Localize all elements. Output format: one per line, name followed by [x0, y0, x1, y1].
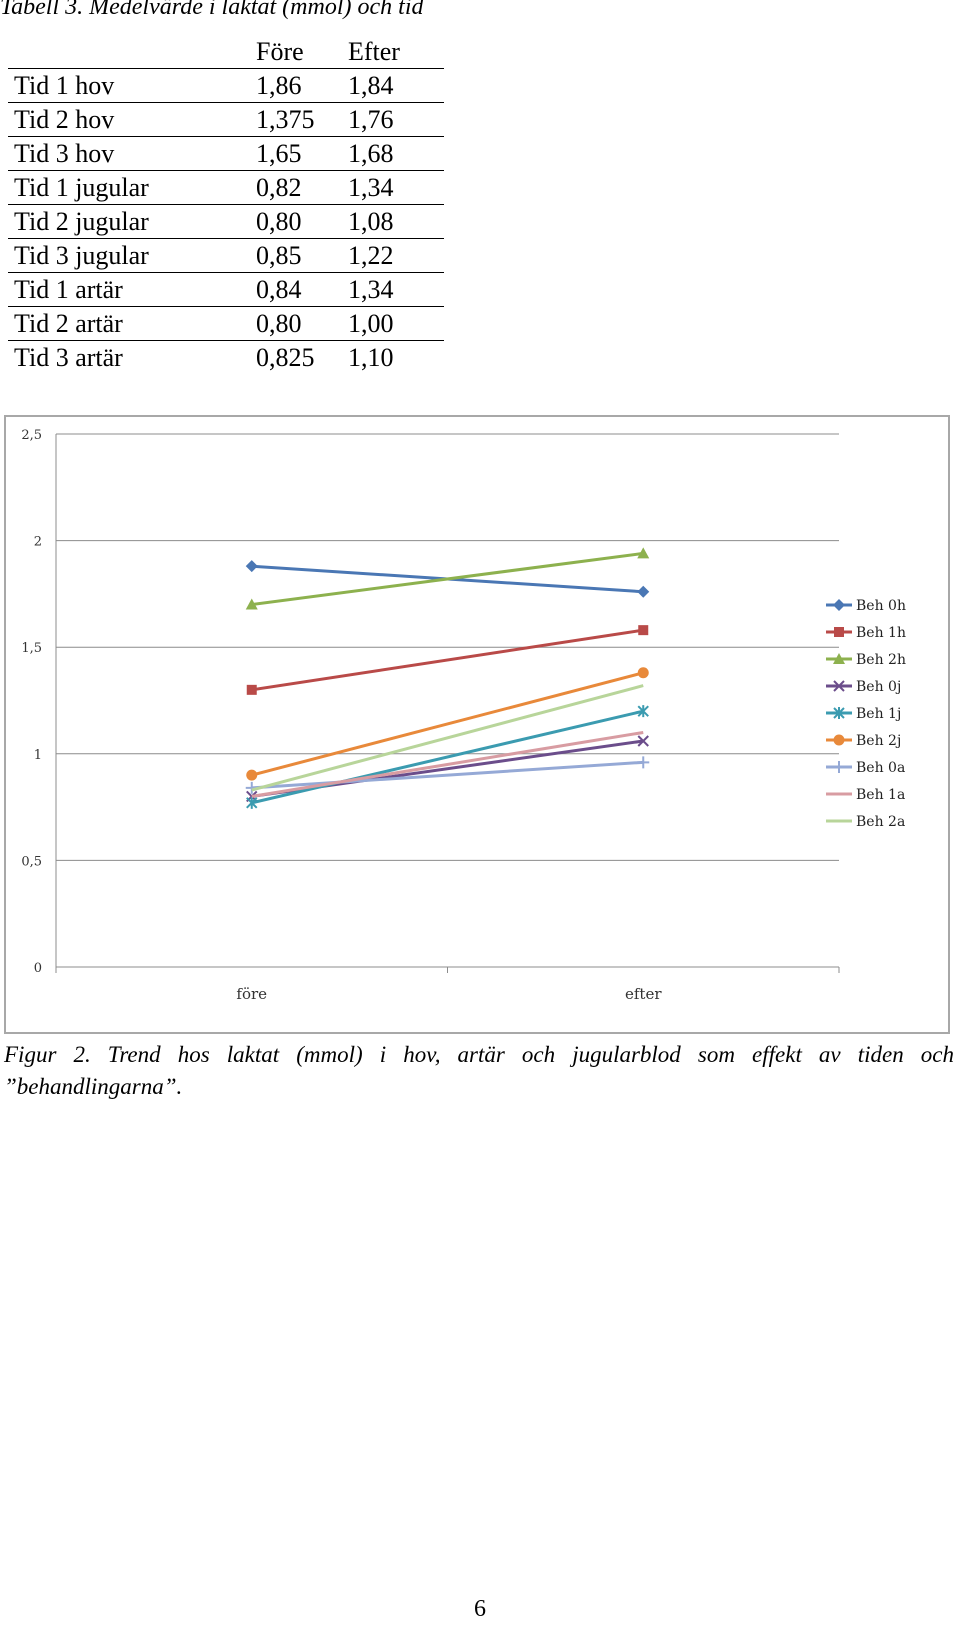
y-tick-label: 0,5 — [21, 854, 42, 869]
series-line-beh-0a — [251, 760, 644, 790]
row-efter: 1,34 — [342, 170, 444, 205]
x-tick-label: före — [236, 985, 267, 1003]
table-header-empty — [8, 36, 250, 69]
legend-marker-beh-2j — [833, 734, 845, 746]
row-fore: 0,85 — [250, 238, 342, 273]
table-header-fore: Före — [250, 36, 342, 69]
figure-caption: Figur 2. Trend hos laktat (mmol) i hov, … — [4, 1042, 954, 1099]
legend-marker-beh-0h — [833, 599, 845, 611]
legend-label-beh-1a: Beh 1a — [856, 787, 905, 803]
y-tick-label: 2 — [34, 535, 42, 550]
y-tick-label: 2,5 — [21, 428, 42, 443]
row-efter: 1,84 — [342, 68, 444, 103]
row-fore: 1,86 — [250, 68, 342, 103]
page-number: 6 — [474, 1596, 486, 1622]
row-label: Tid 3 hov — [8, 136, 250, 171]
row-label: Tid 2 artär — [8, 306, 250, 341]
legend-label-beh-1h: Beh 1h — [856, 625, 906, 641]
row-efter: 1,76 — [342, 102, 444, 137]
table-row: Tid 3 jugular 0,85 1,22 — [8, 238, 444, 273]
row-fore: 0,80 — [250, 306, 342, 341]
legend-marker-beh-2h — [833, 653, 845, 664]
lactate-table: Före Efter Tid 1 hov 1,86 1,84 Tid 2 hov 1,… — [8, 36, 444, 374]
data-point-beh-0j — [637, 735, 649, 747]
lactate-line-chart: 0 0,5 1 1,5 2 2,5 före efter Beh 0h Beh 1h Beh 2h B… — [21, 428, 906, 1003]
legend-marker-beh-0j — [833, 680, 845, 692]
data-point-beh-0h — [245, 560, 258, 573]
legend-marker-beh-1h — [834, 627, 844, 637]
chart-frame: 0 0,5 1 1,5 2 2,5 före efter Beh 0h Beh 1h Beh 2h B… — [4, 415, 950, 1034]
data-point-beh-0a — [637, 756, 650, 769]
legend-label-beh-2h: Beh 2h — [856, 652, 906, 668]
row-fore: 0,825 — [256, 343, 315, 372]
table-row: Tid 2 hov 1,375 1,76 — [8, 102, 444, 137]
y-tick-label: 0 — [34, 961, 42, 976]
data-point-beh-0h — [637, 585, 650, 598]
series-line-beh-2h — [251, 551, 644, 607]
legend-label-beh-2j: Beh 2j — [856, 733, 901, 749]
row-efter: 1,22 — [342, 238, 444, 273]
legend-marker-beh-1j — [833, 707, 845, 719]
legend-label-beh-1j: Beh 1j — [856, 706, 901, 722]
series-line-beh-1j — [251, 709, 644, 805]
table-header-row: Före Efter — [8, 36, 444, 69]
table-caption: Tabell 3. Medelvärde i laktat (mmol) och… — [0, 0, 424, 20]
row-fore: 0,80 — [250, 204, 342, 239]
series-line-beh-2j — [251, 671, 644, 777]
row-efter: 1,00 — [342, 306, 444, 341]
legend-marker-beh-0a — [833, 761, 845, 773]
row-label: Tid 3 jugular — [8, 238, 250, 273]
legend-label-beh-0a: Beh 0a — [856, 760, 905, 776]
data-point-beh-1h — [246, 684, 257, 695]
legend-label-beh-0h: Beh 0h — [856, 598, 906, 614]
row-efter: 1,34 — [342, 272, 444, 307]
series-line-beh-2a — [251, 684, 644, 792]
data-point-beh-1j — [246, 796, 258, 809]
row-fore: 1,65 — [250, 136, 342, 171]
data-point-beh-1h — [638, 625, 649, 636]
row-fore: 0,84 — [250, 272, 342, 307]
table-row: Tid 1 hov 1,86 1,84 — [8, 68, 444, 103]
row-label: Tid 2 hov — [8, 102, 250, 137]
row-label: Tid 1 artär — [8, 272, 250, 307]
legend-label-beh-0j: Beh 0j — [856, 679, 901, 695]
data-point-beh-1j — [637, 705, 649, 718]
data-point-beh-2h — [637, 547, 650, 559]
row-label: Tid 2 jugular — [8, 204, 250, 239]
x-tick-label: efter — [625, 985, 662, 1003]
y-tick-label: 1 — [34, 748, 42, 763]
row-fore: 1,375 — [250, 102, 342, 137]
row-label: Tid 1 hov — [8, 68, 250, 103]
row-efter: 1,68 — [342, 136, 444, 171]
y-tick-label: 1,5 — [21, 641, 42, 656]
row-fore: 0,82 — [250, 170, 342, 205]
table-header-efter: Efter — [342, 36, 444, 69]
row-efter: 1,10 — [348, 343, 394, 372]
data-point-beh-2h — [245, 598, 258, 610]
row-label: Tid 3 artär — [14, 343, 123, 372]
data-point-beh-2j — [637, 667, 649, 679]
data-point-beh-2j — [246, 769, 258, 781]
table-row: Tid 3 hov 1,65 1,68 — [8, 136, 444, 171]
table-row: Tid 3 artär 0,825 1,10 — [8, 341, 444, 375]
row-efter: 1,08 — [342, 204, 444, 239]
row-label: Tid 1 jugular — [8, 170, 250, 205]
legend-label-beh-2a: Beh 2a — [856, 814, 905, 830]
series-line-beh-1h — [251, 628, 644, 692]
table-row: Tid 1 artär 0,84 1,34 — [8, 272, 444, 307]
table-row: Tid 1 jugular 0,82 1,34 — [8, 170, 444, 205]
table-row: Tid 2 artär 0,80 1,00 — [8, 306, 444, 341]
table-row: Tid 2 jugular 0,80 1,08 — [8, 204, 444, 239]
series-line-beh-1a — [251, 730, 644, 798]
